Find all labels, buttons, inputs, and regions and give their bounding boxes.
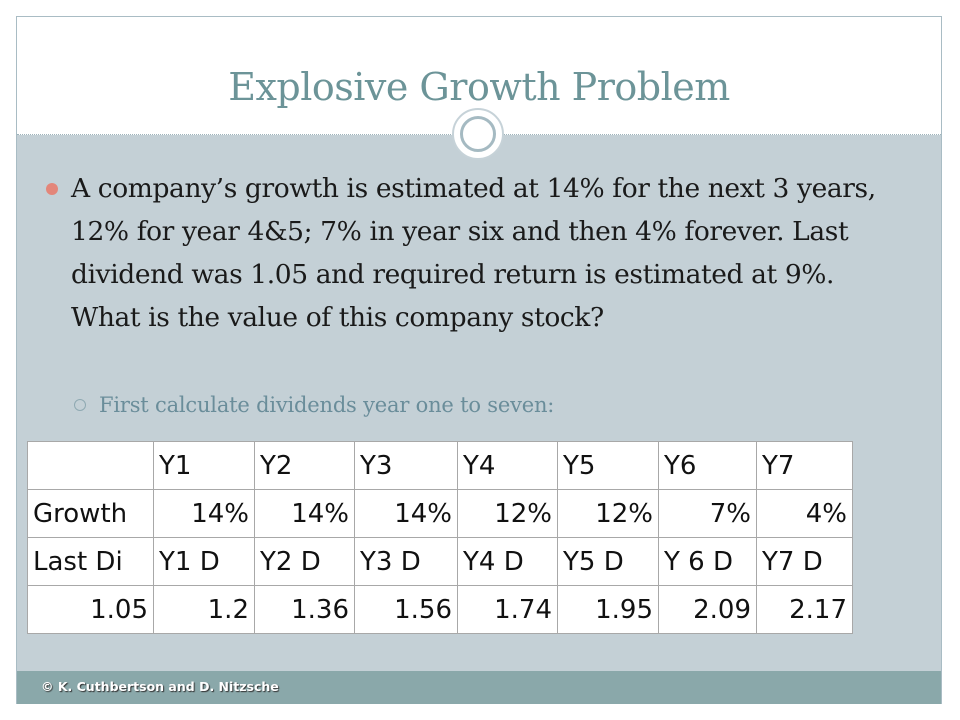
table-cell: Y4	[457, 441, 558, 490]
bullet-text: A company’s growth is estimated at 14% f…	[71, 173, 876, 333]
table-cell: Y2 D	[254, 537, 355, 586]
slide-title: Explosive Growth Problem	[228, 65, 730, 109]
table-row: 1.05 1.2 1.36 1.56 1.74 1.95 2.09 2.17	[27, 585, 853, 634]
table-cell: 12%	[457, 489, 558, 538]
table-cell: 14%	[254, 489, 355, 538]
table-cell: 1.74	[457, 585, 558, 634]
sub-bullet-text: First calculate dividends year one to se…	[99, 393, 555, 417]
divider-circle-ornament	[452, 108, 504, 160]
table-cell: Y4 D	[457, 537, 558, 586]
table-cell: Y 6 D	[658, 537, 757, 586]
table-cell	[27, 441, 154, 490]
table-cell: 12%	[557, 489, 659, 538]
footer-bar: © K. Cuthbertson and D. Nitzsche	[17, 671, 941, 704]
table-row: Y1 Y2 Y3 Y4 Y5 Y6 Y7	[27, 441, 853, 490]
table-cell: Y2	[254, 441, 355, 490]
divider-circle-inner	[460, 116, 496, 152]
bullet-dot-icon	[46, 183, 58, 195]
table-row: Growth 14% 14% 14% 12% 12% 7% 4%	[27, 489, 853, 538]
table-cell: 1.56	[354, 585, 458, 634]
table-cell: 2.17	[756, 585, 853, 634]
table-cell: Y3	[354, 441, 458, 490]
table-cell: 14%	[354, 489, 458, 538]
table-cell: Y1 D	[153, 537, 255, 586]
table-cell: 2.09	[658, 585, 757, 634]
table-cell: Y6	[658, 441, 757, 490]
table-cell: Last Di	[27, 537, 154, 586]
table-cell: 1.95	[557, 585, 659, 634]
table-cell: Growth	[27, 489, 154, 538]
table-cell: 14%	[153, 489, 255, 538]
table-cell: 4%	[756, 489, 853, 538]
table-cell: 1.36	[254, 585, 355, 634]
table-cell: 1.2	[153, 585, 255, 634]
table-cell: Y7 D	[756, 537, 853, 586]
table-cell: Y5 D	[557, 537, 659, 586]
table-row: Last Di Y1 D Y2 D Y3 D Y4 D Y5 D Y 6 D Y…	[27, 537, 853, 586]
table-cell: 7%	[658, 489, 757, 538]
table-cell: Y5	[557, 441, 659, 490]
table-cell: Y7	[756, 441, 853, 490]
table-cell: 1.05	[27, 585, 154, 634]
sub-bullet-circle-icon	[74, 399, 86, 411]
footer-copyright: © K. Cuthbertson and D. Nitzsche	[41, 679, 279, 694]
table-cell: Y3 D	[354, 537, 458, 586]
table-cell: Y1	[153, 441, 255, 490]
dividend-table: Y1 Y2 Y3 Y4 Y5 Y6 Y7 Growth 14% 14% 14% …	[27, 441, 853, 634]
